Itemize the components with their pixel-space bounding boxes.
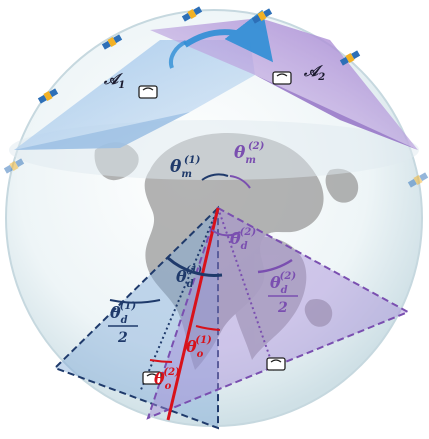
theta-d2-half-label: θd(2) 2 (268, 271, 298, 316)
satellite-icon (407, 172, 429, 188)
arc-theta-d2-half (257, 258, 293, 274)
arc-theta-d1 (167, 256, 223, 277)
theta-m1-label: θm(1) (170, 155, 201, 180)
theta-m2-label: θm(2) (234, 141, 265, 166)
satellite-icon (251, 8, 273, 24)
arc-theta-d2 (211, 229, 241, 237)
theta-o1-label: θo(1) (186, 335, 212, 360)
beam-cone-1 (53, 205, 219, 430)
arc-theta-m1 (201, 173, 229, 181)
satellite-icon (3, 158, 25, 174)
terminal-icon (138, 85, 158, 99)
arc-theta-o2 (149, 359, 173, 363)
satellite-icon (339, 50, 361, 66)
terminal-icon (266, 357, 286, 371)
arc-theta-o1 (195, 325, 221, 331)
boresight-2 (217, 207, 276, 373)
svg-text:θd(1): θd(1) (110, 301, 136, 326)
theta-d2-label: θd(2) (230, 227, 256, 252)
svg-text:θd(2): θd(2) (270, 271, 296, 296)
svg-text:2: 2 (277, 300, 288, 316)
terminal-icon (272, 71, 292, 85)
terminal-icon (142, 371, 162, 385)
svg-text:2: 2 (117, 330, 128, 346)
satellite-icon (101, 34, 123, 50)
coverage-cap-1 (14, 40, 255, 150)
arc-theta-m2 (229, 175, 251, 189)
motion-arrow (183, 9, 274, 63)
coverage-wedge-1 (14, 112, 190, 150)
offset-line-1 (166, 207, 220, 421)
coverage-wedge-2 (255, 75, 418, 150)
satellite-icon (181, 6, 203, 22)
theta-o2-label: θo(2) (154, 367, 180, 392)
theta-d1-label: θd(1) (176, 265, 202, 290)
satellite-icon (37, 88, 59, 104)
arc-theta-d1-half (109, 299, 161, 304)
theta-d1-half-label: θd(1) 2 (108, 301, 138, 346)
